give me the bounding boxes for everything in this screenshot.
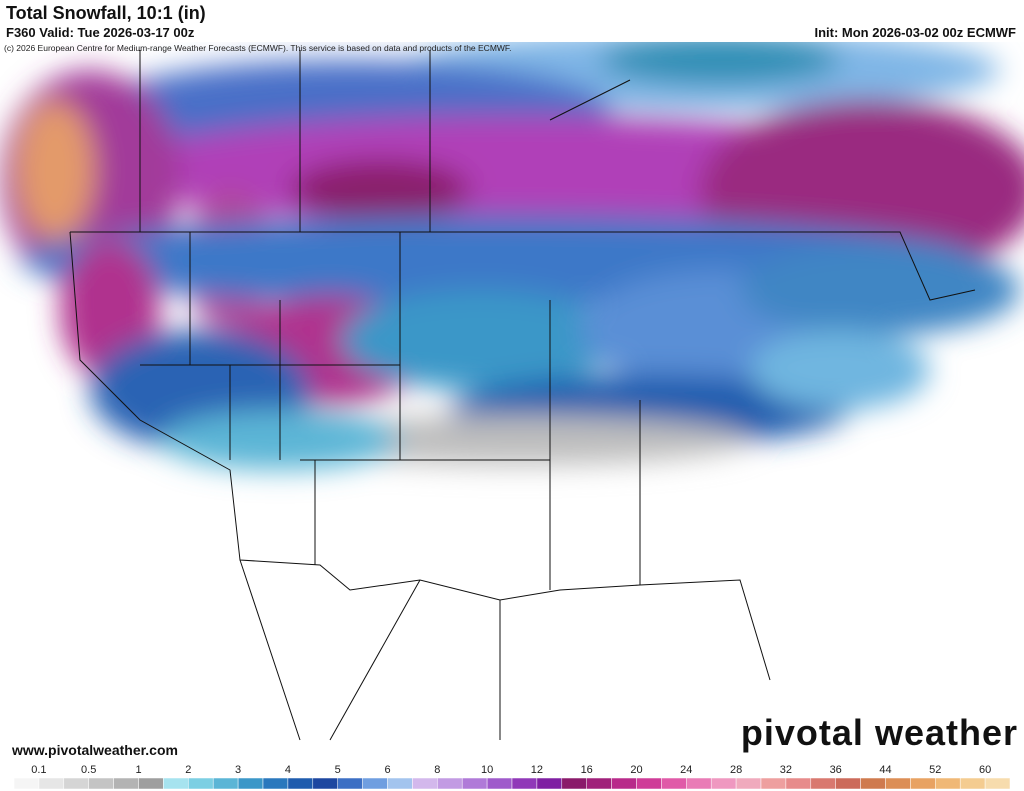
color-swatch	[835, 777, 861, 790]
colorbar-label: 24	[680, 764, 692, 776]
color-swatch	[486, 777, 513, 790]
color-swatch	[885, 777, 911, 790]
colorbar-label: 2	[185, 764, 191, 776]
color-swatch	[686, 777, 712, 790]
colorbar-label: 8	[434, 764, 440, 776]
color-swatch	[38, 777, 65, 790]
colorbar-label: 1	[135, 764, 141, 776]
color-swatch	[387, 777, 413, 790]
colorbar-label: 6	[384, 764, 390, 776]
colorbar-label: 36	[830, 764, 842, 776]
colorbar-label: 28	[730, 764, 742, 776]
colorbar-label: 16	[581, 764, 593, 776]
color-swatch	[212, 777, 239, 790]
colorbar-label: 20	[630, 764, 642, 776]
color-swatch	[188, 777, 214, 790]
color-swatch	[362, 777, 388, 790]
color-swatch	[561, 777, 587, 790]
boundaries	[69, 50, 976, 741]
color-swatch	[113, 777, 139, 790]
color-swatch	[536, 777, 563, 790]
color-swatch	[237, 777, 264, 790]
logo: pivotal weather	[740, 712, 1018, 753]
colorbar-label: 60	[979, 764, 991, 776]
title: Total Snowfall, 10:1 (in)	[6, 3, 206, 23]
color-swatch	[461, 777, 488, 790]
color-swatch	[984, 777, 1011, 790]
colorbar-label: 10	[481, 764, 493, 776]
color-swatch	[959, 777, 986, 790]
color-swatch	[511, 777, 538, 790]
color-swatch	[88, 777, 114, 790]
color-swatch	[760, 777, 787, 790]
color-swatch	[810, 777, 836, 790]
colorbar-label: 12	[531, 764, 543, 776]
color-swatch	[860, 777, 886, 790]
colorbar-label: 44	[879, 764, 891, 776]
colorbar-label: 3	[235, 764, 241, 776]
color-swatch	[337, 777, 363, 790]
color-swatch	[262, 777, 289, 790]
color-swatch	[785, 777, 812, 790]
colorbar-label: 5	[335, 764, 341, 776]
color-swatch	[138, 777, 164, 790]
color-swatch	[586, 777, 612, 790]
color-swatch	[661, 777, 687, 790]
colorbar-label: 0.5	[81, 764, 96, 776]
colorbar-label: 4	[285, 764, 291, 776]
color-swatch	[163, 777, 189, 790]
color-swatch	[935, 777, 961, 790]
colorbar-label: 0.1	[31, 764, 46, 776]
valid-time: F360 Valid: Tue 2026-03-17 00z	[6, 25, 195, 40]
colorbar-label: 52	[929, 764, 941, 776]
color-swatch	[735, 777, 762, 790]
color-swatch	[636, 777, 662, 790]
colorbar-label: 32	[780, 764, 792, 776]
color-swatch	[412, 777, 438, 790]
website: www.pivotalweather.com	[12, 742, 178, 758]
copyright: (c) 2026 European Centre for Medium-rang…	[4, 43, 512, 53]
color-swatch	[611, 777, 637, 790]
color-swatch	[437, 777, 463, 790]
color-swatch	[63, 777, 89, 790]
init-time: Init: Mon 2026-03-02 00z ECMWF	[814, 25, 1016, 40]
color-swatch	[312, 777, 338, 790]
color-swatch	[910, 777, 936, 790]
snowfall-field	[0, 42, 1024, 762]
color-swatch	[287, 777, 314, 790]
color-swatch	[13, 777, 40, 790]
color-swatch	[710, 777, 737, 790]
